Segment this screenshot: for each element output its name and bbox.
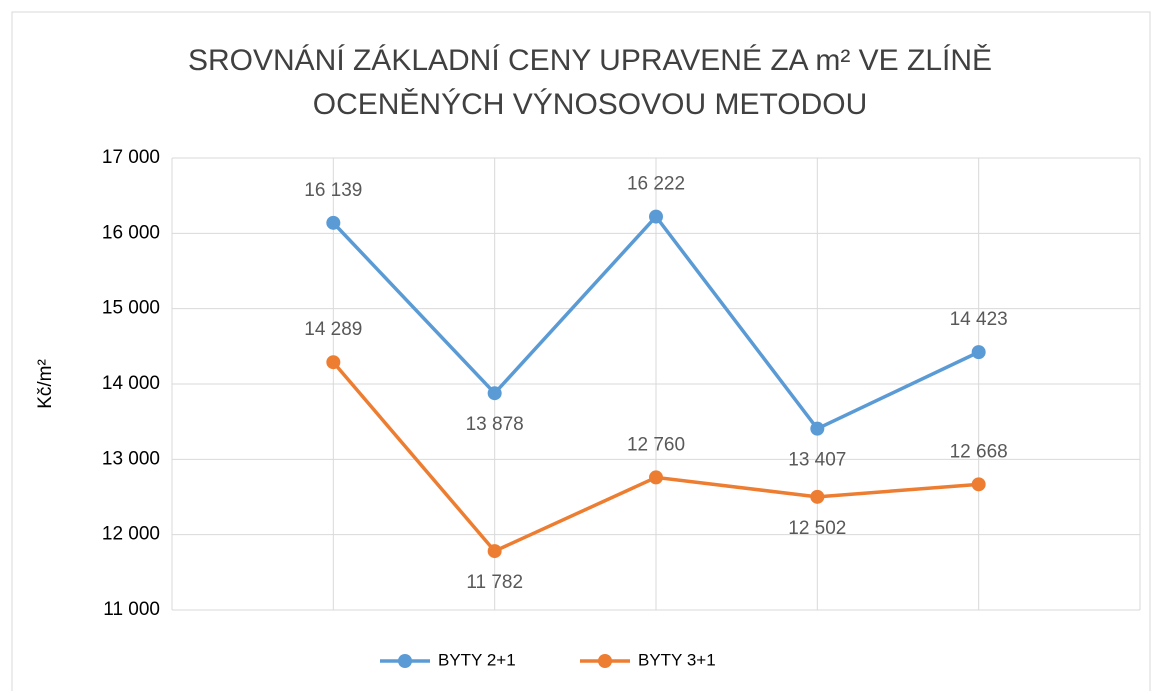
y-tick-label: 16 000: [102, 222, 160, 243]
data-point: [326, 215, 341, 230]
data-label: 16 222: [627, 174, 685, 195]
legend-marker: [398, 654, 412, 668]
chart-border: [11, 11, 1151, 691]
y-tick-label: 13 000: [102, 448, 160, 469]
y-tick-label: 17 000: [102, 147, 160, 168]
data-point: [810, 421, 825, 436]
y-axis-label: Kč/m²: [35, 359, 56, 409]
data-point: [971, 477, 986, 492]
data-point: [649, 209, 663, 224]
data-point: [810, 489, 825, 504]
data-label: 13 407: [788, 450, 846, 471]
data-label: 14 423: [950, 309, 1008, 330]
y-tick-label: 14 000: [102, 373, 160, 394]
legend-marker: [598, 654, 612, 668]
data-point: [326, 355, 341, 370]
data-label: 12 502: [788, 518, 846, 539]
data-point: [971, 345, 986, 360]
legend-label: BYTY 2+1: [438, 650, 516, 669]
data-label: 12 668: [950, 441, 1008, 462]
data-point: [649, 470, 663, 485]
data-label: 13 878: [466, 414, 524, 435]
chart-title: SROVNÁNÍ ZÁKLADNÍ CENY UPRAVENÉ ZA m² VE…: [188, 44, 992, 77]
data-point: [487, 386, 502, 401]
chart-title: OCENĚNÝCH VÝNOSOVOU METODOU: [313, 88, 868, 121]
data-point: [487, 544, 502, 559]
y-tick-label: 11 000: [103, 599, 160, 620]
legend-label: BYTY 3+1: [638, 650, 716, 669]
y-tick-label: 15 000: [102, 298, 160, 319]
data-label: 14 289: [304, 319, 362, 340]
data-label: 11 782: [466, 572, 523, 593]
data-label: 16 139: [304, 180, 362, 201]
y-tick-label: 12 000: [102, 524, 160, 545]
data-label: 12 760: [627, 434, 685, 455]
